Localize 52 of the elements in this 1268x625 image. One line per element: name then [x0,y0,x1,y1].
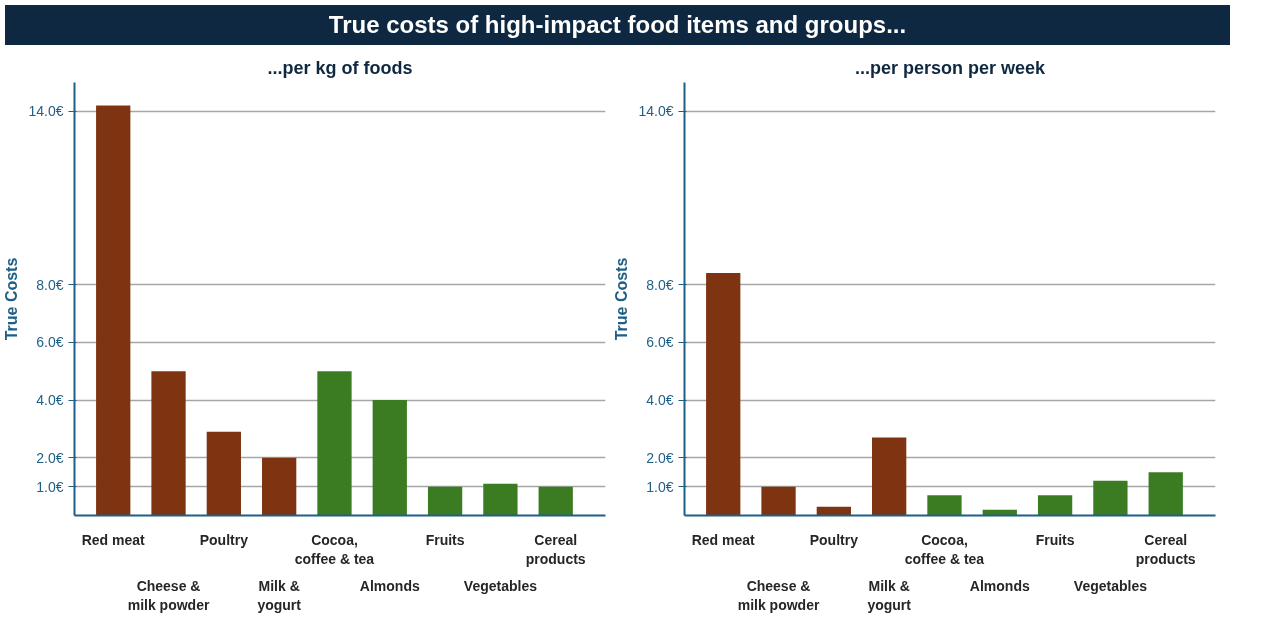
bar [96,105,131,516]
bar [483,483,518,516]
chart-title: True costs of high-impact food items and groups... [328,10,907,40]
y-tick-label: 8.0€ [646,276,674,293]
bar [372,400,407,516]
x-tick-label: Almonds [969,577,1030,594]
x-tick-label: Cocoa, coffee & tea [904,531,985,567]
x-tick-label: Fruits [1035,531,1075,548]
bar [927,495,962,516]
x-tick-label: Red meat [691,531,756,548]
bar [317,371,352,516]
y-tick-label: 6.0€ [646,334,674,351]
x-tick-label: Almonds [359,577,420,594]
y-axis-title: True Costs [3,257,21,341]
bar [816,506,851,516]
bar [761,486,796,516]
y-tick-label: 14.0€ [28,103,64,120]
x-tick-label: Poultry [199,531,249,548]
bar [538,486,573,516]
bar [262,457,297,516]
y-tick-label: 8.0€ [36,276,64,293]
x-tick-label: Red meat [81,531,146,548]
y-tick-label: 2.0€ [646,449,674,466]
x-tick-label: Cheese & milk powder [127,577,210,613]
x-tick-label: Vegetables [463,577,538,594]
bar [151,371,186,516]
bar [1093,480,1128,516]
x-tick-label: Milk & yogurt [257,577,302,613]
bar [427,486,463,516]
bar [872,437,907,516]
bar [1037,495,1073,516]
chart-subtitle: ...per kg of foods [267,57,413,78]
chart-subtitle: ...per person per week [854,57,1047,78]
x-tick-label: Fruits [425,531,465,548]
y-tick-label: 6.0€ [36,334,64,351]
y-axis-title: True Costs [613,257,631,341]
x-tick-label: Cheese & milk powder [737,577,820,613]
x-tick-label: Cocoa, coffee & tea [294,531,375,567]
y-tick-label: 2.0€ [36,449,64,466]
x-tick-label: Vegetables [1073,577,1148,594]
bar [206,431,241,516]
y-tick-label: 4.0€ [36,392,64,409]
bar [1148,472,1183,516]
x-tick-label: Milk & yogurt [867,577,912,613]
x-tick-label: Poultry [809,531,859,548]
y-tick-label: 1.0€ [36,478,64,495]
x-tick-label: Cereal products [525,531,586,567]
bar [706,273,741,516]
x-tick-label: Cereal products [1135,531,1196,567]
y-tick-label: 4.0€ [646,392,674,409]
y-tick-label: 14.0€ [638,103,674,120]
y-tick-label: 1.0€ [646,478,674,495]
